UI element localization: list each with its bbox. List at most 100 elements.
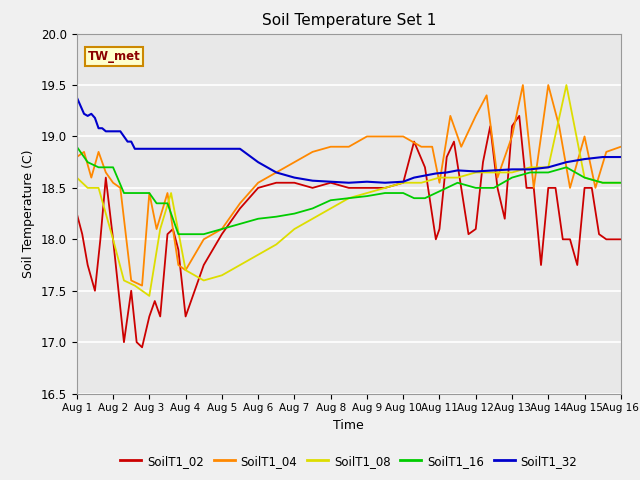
SoilT1_04 [617, 144, 625, 150]
SoilT1_04 [345, 144, 353, 150]
SoilT1_16 [421, 195, 429, 201]
SoilT1_16 [526, 169, 534, 175]
SoilT1_16 [84, 159, 92, 165]
Legend: SoilT1_02, SoilT1_04, SoilT1_08, SoilT1_16, SoilT1_32: SoilT1_02, SoilT1_04, SoilT1_08, SoilT1_… [115, 450, 582, 472]
SoilT1_02 [218, 231, 226, 237]
SoilT1_08 [545, 165, 552, 170]
SoilT1_04 [436, 180, 444, 186]
SoilT1_08 [156, 226, 164, 232]
SoilT1_08 [167, 190, 175, 196]
SoilT1_02 [515, 113, 523, 119]
SoilT1_08 [200, 277, 207, 283]
SoilT1_04 [483, 93, 490, 98]
SoilT1_08 [95, 185, 102, 191]
Line: SoilT1_08: SoilT1_08 [77, 85, 621, 296]
SoilT1_04 [102, 169, 109, 175]
SoilT1_02 [236, 205, 244, 211]
SoilT1_04 [254, 180, 262, 186]
SoilT1_02 [169, 226, 177, 232]
SoilT1_08 [327, 205, 335, 211]
SoilT1_08 [381, 185, 389, 191]
SoilT1_32 [273, 169, 280, 175]
SoilT1_16 [399, 190, 407, 196]
SoilT1_08 [472, 169, 479, 175]
SoilT1_04 [291, 159, 298, 165]
SoilT1_02 [617, 237, 625, 242]
SoilT1_04 [80, 149, 88, 155]
SoilT1_04 [458, 144, 465, 150]
SoilT1_08 [526, 165, 534, 170]
SoilT1_08 [254, 252, 262, 258]
SoilT1_08 [145, 293, 153, 299]
SoilT1_16 [131, 190, 139, 196]
SoilT1_08 [109, 237, 117, 242]
SoilT1_32 [73, 95, 81, 100]
SoilT1_08 [417, 180, 425, 186]
SoilT1_16 [109, 165, 117, 170]
SoilT1_08 [508, 169, 516, 175]
SoilT1_04 [182, 267, 189, 273]
SoilT1_04 [381, 133, 389, 139]
SoilT1_16 [273, 214, 280, 219]
SoilT1_16 [153, 201, 161, 206]
SoilT1_04 [556, 123, 563, 129]
Title: Soil Temperature Set 1: Soil Temperature Set 1 [262, 13, 436, 28]
SoilT1_04 [327, 144, 335, 150]
SoilT1_08 [84, 185, 92, 191]
SoilT1_04 [88, 175, 95, 180]
SoilT1_04 [508, 133, 516, 139]
SoilT1_04 [566, 185, 574, 191]
SoilT1_16 [164, 201, 172, 206]
SoilT1_16 [95, 165, 102, 170]
SoilT1_16 [580, 175, 588, 180]
SoilT1_04 [580, 133, 588, 139]
SoilT1_08 [308, 216, 316, 222]
SoilT1_04 [591, 185, 599, 191]
SoilT1_08 [236, 262, 244, 268]
SoilT1_08 [436, 175, 444, 180]
SoilT1_04 [519, 82, 527, 88]
SoilT1_04 [95, 149, 102, 155]
SoilT1_16 [73, 144, 81, 150]
SoilT1_16 [490, 185, 498, 191]
SoilT1_04 [428, 144, 436, 150]
SoilT1_16 [327, 197, 335, 203]
SoilT1_04 [273, 169, 280, 175]
SoilT1_04 [116, 185, 124, 191]
SoilT1_08 [218, 273, 226, 278]
SoilT1_16 [291, 211, 298, 216]
SoilT1_16 [545, 169, 552, 175]
SoilT1_16 [599, 180, 607, 186]
SoilT1_04 [145, 190, 153, 196]
SoilT1_08 [120, 277, 128, 283]
SoilT1_32 [363, 179, 371, 185]
Text: TW_met: TW_met [88, 50, 140, 63]
SoilT1_02 [133, 339, 141, 345]
SoilT1_16 [443, 185, 451, 191]
SoilT1_08 [73, 175, 81, 180]
SoilT1_16 [508, 175, 516, 180]
Line: SoilT1_32: SoilT1_32 [77, 97, 621, 183]
SoilT1_04 [153, 226, 161, 232]
SoilT1_04 [545, 82, 552, 88]
X-axis label: Time: Time [333, 419, 364, 432]
SoilT1_16 [472, 185, 479, 191]
SoilT1_02 [73, 211, 81, 216]
SoilT1_08 [563, 82, 570, 88]
SoilT1_32 [345, 180, 353, 186]
SoilT1_08 [399, 180, 407, 186]
SoilT1_02 [138, 345, 146, 350]
SoilT1_16 [617, 180, 625, 186]
SoilT1_16 [432, 190, 440, 196]
SoilT1_02 [182, 313, 189, 319]
SoilT1_32 [254, 159, 262, 165]
SoilT1_16 [363, 193, 371, 199]
SoilT1_04 [417, 144, 425, 150]
SoilT1_08 [490, 169, 498, 175]
SoilT1_16 [410, 195, 418, 201]
SoilT1_04 [472, 113, 479, 119]
SoilT1_16 [454, 180, 461, 186]
SoilT1_16 [175, 231, 182, 237]
SoilT1_04 [164, 190, 172, 196]
SoilT1_16 [563, 165, 570, 170]
